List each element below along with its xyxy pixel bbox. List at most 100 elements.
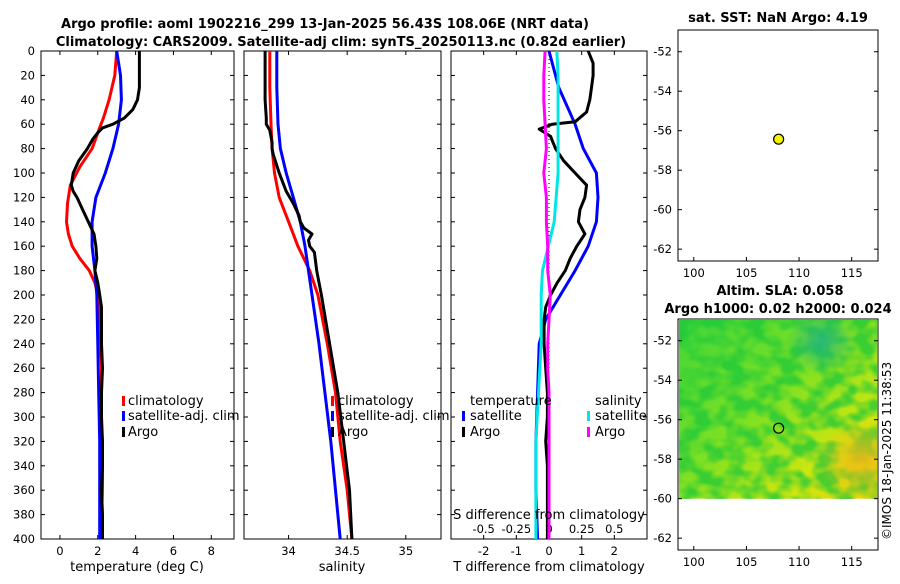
- y-tick-label: 40: [20, 93, 35, 107]
- x-tick-label: 8: [208, 544, 215, 558]
- difference-panel: -2 -1 0 1 2-0.5 -0.25 0 0.25 0.5 S difference fr…: [450, 50, 648, 575]
- series-line-s-argo: [542, 50, 552, 539]
- legend-heading-salinity: salinity: [595, 394, 642, 409]
- imos-stamp: ©IMOS 18-Jan-2025 11:38:53: [880, 362, 894, 540]
- y-tick-label: 220: [13, 312, 35, 326]
- sst-axes: [677, 29, 879, 262]
- map-x-tick-label: 100: [683, 266, 705, 280]
- legend-swatch-s-satellite: [587, 411, 590, 421]
- legend-swatch-climatology: [122, 396, 125, 406]
- x-tick-label: 34.5: [334, 544, 360, 558]
- y-tick-label: 80: [20, 142, 35, 156]
- map-x-tick-label: 105: [735, 555, 757, 569]
- s-tick-label: -0.25: [501, 522, 531, 536]
- legend-swatch-t-argo: [462, 427, 465, 437]
- map-y-tick-label: -52: [653, 334, 672, 348]
- y-tick-label: 400: [13, 532, 35, 546]
- y-tick-label: 260: [13, 361, 35, 375]
- legend-label-climatology: climatology: [338, 394, 414, 409]
- y-tick-label: 0: [28, 44, 35, 58]
- sla-map-panel: Altim. SLA: 0.058 Argo h1000: 0.02 h2000…: [653, 284, 891, 569]
- legend-label-satellite: satellite-adj. clim: [338, 409, 450, 424]
- temperature-xlabel: temperature (deg C): [70, 560, 204, 575]
- y-tick-label: 120: [13, 190, 35, 204]
- map-y-tick-label: -60: [653, 492, 672, 506]
- s-tick-label: -0.5: [472, 522, 494, 536]
- sst-map-panel: sat. SST: NaN Argo: 4.19 100 105 110 115 -52…: [653, 11, 879, 280]
- x-tick-label: 34: [281, 544, 296, 558]
- map-x-tick-label: 105: [735, 266, 757, 280]
- map-y-tick-label: -58: [653, 163, 672, 177]
- map-x-tick-label: 115: [841, 266, 863, 280]
- salinity-panel: 34 34.5 35 salinity climatology satellite-…: [243, 50, 450, 575]
- legend-swatch-t-satellite: [462, 411, 465, 421]
- y-tick-label: 160: [13, 239, 35, 253]
- map-y-tick-label: -54: [653, 373, 672, 387]
- y-tick-label: 180: [13, 264, 35, 278]
- map-x-tick-label: 110: [788, 555, 810, 569]
- difference-legend-left: temperature satellite Argo: [462, 394, 552, 440]
- y-tick-label: 20: [20, 68, 35, 82]
- legend-swatch-satellite: [122, 411, 125, 421]
- y-tick-label: 240: [13, 337, 35, 351]
- x-tick-label: -2: [478, 544, 489, 558]
- map-y-tick-label: -62: [653, 242, 672, 256]
- title-line-1: Argo profile: aoml 1902216_299 13-Jan-20…: [61, 17, 589, 32]
- y-tick-label: 60: [20, 117, 35, 131]
- map-y-tick-label: -58: [653, 452, 672, 466]
- legend-label-s-argo: Argo: [595, 425, 625, 440]
- y-tick-label: 320: [13, 434, 35, 448]
- legend-label-t-argo: Argo: [470, 425, 500, 440]
- y-tick-label: 140: [13, 215, 35, 229]
- s-tick-label: 0.25: [569, 522, 595, 536]
- legend-label-t-satellite: satellite: [470, 409, 522, 424]
- sla-title-2: Argo h1000: 0.02 h2000: 0.024: [664, 302, 891, 317]
- x-tick-label: 4: [132, 544, 139, 558]
- sla-field-low: [679, 320, 877, 499]
- legend-label-argo: Argo: [128, 425, 158, 440]
- sla-heatmap: [679, 320, 877, 499]
- map-y-tick-label: -54: [653, 84, 672, 98]
- temperature-legend: climatology satellite-adj. clim Argo: [122, 394, 240, 440]
- y-tick-label: 280: [13, 386, 35, 400]
- series-line-argo: [263, 51, 354, 540]
- y-tick-label: 300: [13, 410, 35, 424]
- y-tick-label: 200: [13, 288, 35, 302]
- map-y-tick-label: -60: [653, 203, 672, 217]
- legend-label-s-satellite: satellite: [595, 409, 647, 424]
- legend-swatch-satellite: [331, 411, 334, 421]
- temperature-panel: 0 2 4 6 802040608010012014016018020022024026…: [13, 44, 240, 575]
- difference-legend-right: salinity satellite Argo: [587, 394, 647, 440]
- map-y-tick-label: -56: [653, 124, 672, 138]
- s-tick-label: 0.5: [605, 522, 623, 536]
- x-tick-label: 35: [399, 544, 414, 558]
- series-line-argo: [69, 51, 141, 539]
- sla-title-1: Altim. SLA: 0.058: [717, 284, 844, 299]
- map-x-tick-label: 115: [841, 555, 863, 569]
- legend-label-argo: Argo: [338, 425, 368, 440]
- legend-heading-temperature: temperature: [470, 394, 552, 409]
- x-tick-label: 0: [545, 544, 552, 558]
- legend-swatch-s-argo: [587, 427, 590, 437]
- map-y-tick-label: -62: [653, 531, 672, 545]
- x-tick-label: 2: [94, 544, 101, 558]
- t-difference-xlabel: T difference from climatology: [452, 560, 645, 575]
- legend-swatch-argo: [122, 427, 125, 437]
- x-tick-label: 1: [578, 544, 585, 558]
- sst-title: sat. SST: NaN Argo: 4.19: [688, 11, 868, 26]
- argo-position-marker: [773, 133, 785, 145]
- legend-label-satellite: satellite-adj. clim: [128, 409, 240, 424]
- salinity-xlabel: salinity: [319, 560, 366, 575]
- map-x-tick-label: 110: [788, 266, 810, 280]
- legend-swatch-argo: [331, 427, 334, 437]
- series-line-t-argo: [537, 50, 595, 539]
- salinity-legend: climatology satellite-adj. clim Argo: [331, 394, 450, 440]
- x-tick-label: 0: [56, 544, 63, 558]
- y-tick-label: 100: [13, 166, 35, 180]
- x-tick-label: 2: [611, 544, 618, 558]
- map-y-tick-label: -52: [653, 45, 672, 59]
- series-line-satellite-adj-clim: [90, 50, 123, 539]
- x-tick-label: 6: [170, 544, 177, 558]
- map-y-tick-label: -56: [653, 413, 672, 427]
- legend-label-climatology: climatology: [128, 394, 204, 409]
